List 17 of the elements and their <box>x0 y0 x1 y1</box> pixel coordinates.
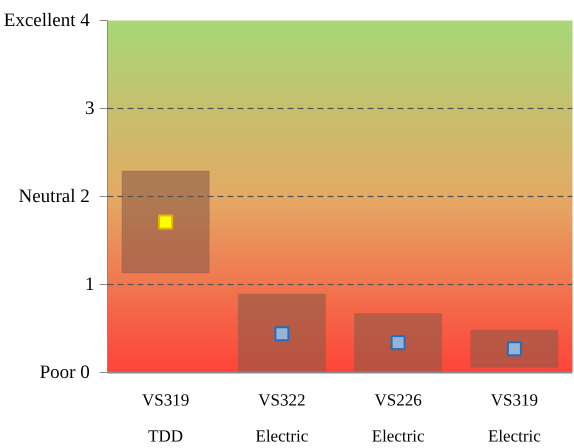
x-tick-label: VS319 TDD <box>142 390 190 446</box>
y-tick-label: Excellent 4 <box>4 10 90 31</box>
x-tick-label: VS322 Electric <box>255 390 309 446</box>
point <box>158 214 174 230</box>
point <box>274 326 290 342</box>
y-tick-label: Poor 0 <box>40 362 90 383</box>
y-tick-label: 1 <box>85 274 94 295</box>
y-tick-label: Neutral 2 <box>18 186 90 207</box>
x-tick-label: VS226 Electric <box>372 390 426 446</box>
bar <box>354 313 442 372</box>
point <box>390 335 406 350</box>
point <box>506 341 522 356</box>
bar <box>238 294 326 372</box>
y-tick-label: 3 <box>85 98 94 119</box>
bar <box>470 330 558 368</box>
bar <box>122 170 210 274</box>
x-tick-label: VS319 Electric <box>488 390 542 446</box>
